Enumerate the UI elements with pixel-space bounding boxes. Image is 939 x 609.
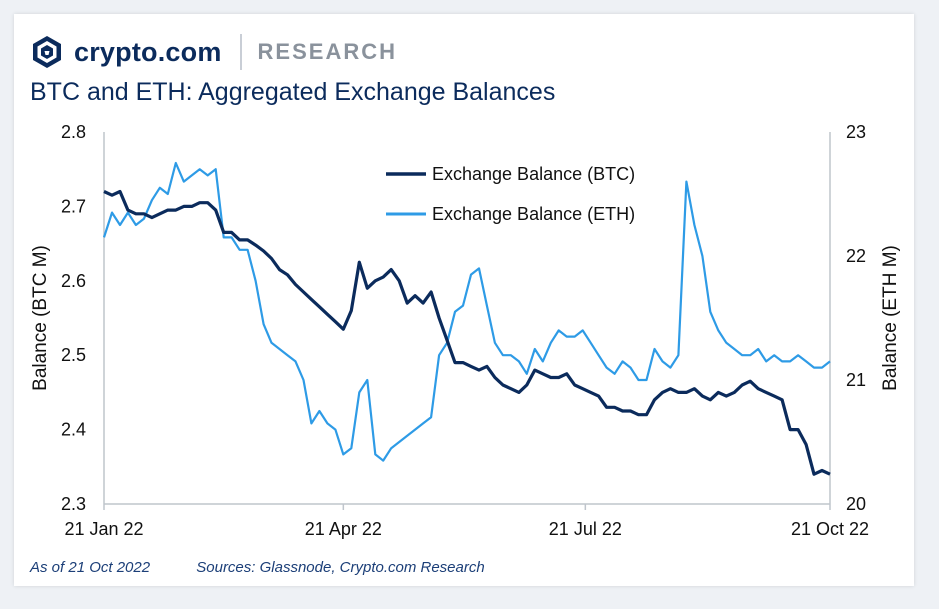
chart-card: crypto.com RESEARCH BTC and ETH: Aggrega…	[14, 14, 914, 586]
y-axis-left-label: Balance (BTC M)	[30, 245, 51, 391]
y-tick-label-right: 21	[846, 370, 866, 390]
crypto-com-lion-logo-icon	[33, 36, 61, 68]
header: crypto.com RESEARCH	[30, 32, 397, 72]
as-of-note: As of 21 Oct 2022	[30, 559, 151, 576]
brand-name: crypto.com	[74, 36, 222, 67]
y-axis-right-label: Balance (ETH M)	[880, 245, 901, 391]
x-tick-label: 21 Oct 22	[791, 519, 869, 539]
chart-title: BTC and ETH: Aggregated Exchange Balance…	[30, 78, 556, 106]
y-tick-label-right: 22	[846, 246, 866, 266]
y-tick-label-left: 2.8	[61, 122, 86, 142]
y-tick-label-right: 20	[846, 494, 866, 514]
legend: Exchange Balance (BTC) Exchange Balance …	[386, 164, 635, 224]
legend-label-btc: Exchange Balance (BTC)	[432, 164, 635, 184]
x-ticks	[103, 504, 831, 510]
y-tick-label-left: 2.3	[61, 494, 86, 514]
y-tick-label-left: 2.5	[61, 345, 86, 365]
section-label: RESEARCH	[257, 39, 398, 64]
footer: As of 21 Oct 2022 Sources: Glassnode, Cr…	[30, 559, 485, 576]
x-tick-label: 21 Jul 22	[549, 519, 622, 539]
y-tick-label-left: 2.4	[61, 420, 86, 440]
x-tick-label: 21 Jan 22	[64, 519, 143, 539]
series-line-eth	[102, 161, 831, 462]
x-tick-labels: 21 Jan 22 21 Apr 22 21 Jul 22 21 Oct 22	[64, 519, 869, 539]
legend-label-eth: Exchange Balance (ETH)	[432, 204, 635, 224]
y-tick-label-right: 23	[846, 122, 866, 142]
y-tick-labels-right: 20 21 22 23	[846, 122, 866, 514]
y-tick-labels-left: 2.3 2.4 2.5 2.6 2.7 2.8	[61, 122, 86, 514]
x-tick-label: 21 Apr 22	[305, 519, 382, 539]
y-tick-label-left: 2.6	[61, 271, 86, 291]
header-divider	[239, 34, 242, 70]
sources-note: Sources: Glassnode, Crypto.com Research	[196, 559, 485, 576]
series-line-btc	[103, 189, 831, 476]
y-tick-label-left: 2.7	[61, 196, 86, 216]
